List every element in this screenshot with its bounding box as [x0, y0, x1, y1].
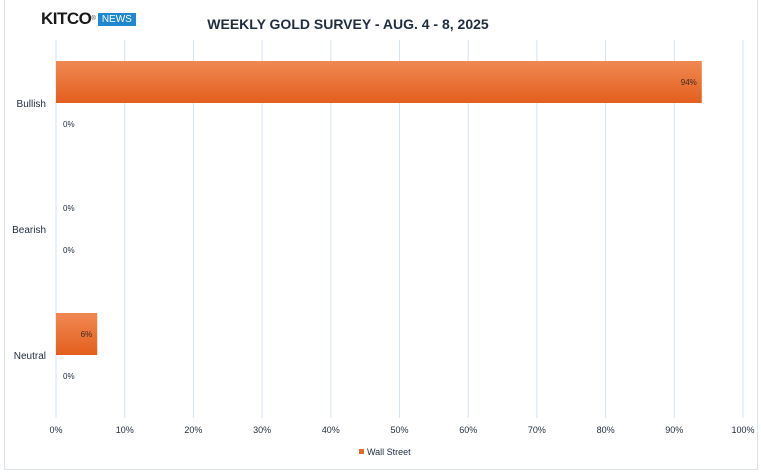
x-tick-label: 100%	[731, 425, 754, 435]
category-label: Bearish	[12, 225, 46, 236]
x-tick-label: 30%	[253, 425, 271, 435]
bar	[56, 61, 702, 103]
kitco-news-logo: KITCO ® NEWS	[41, 9, 136, 29]
registered-icon: ®	[91, 16, 96, 22]
bar	[56, 313, 98, 355]
chart-frame	[4, 0, 758, 470]
x-tick-label: 40%	[322, 425, 340, 435]
data-label: 94%	[681, 78, 697, 87]
x-tick-label: 50%	[390, 425, 408, 435]
data-label: 6%	[81, 330, 93, 339]
legend-label: Wall Street	[367, 447, 411, 457]
data-label: 0%	[63, 204, 75, 213]
logo-badge: NEWS	[97, 12, 136, 26]
legend-swatch	[359, 449, 364, 454]
data-label: 0%	[63, 372, 75, 381]
x-tick-label: 70%	[528, 425, 546, 435]
chart-title: WEEKLY GOLD SURVEY - AUG. 4 - 8, 2025	[207, 16, 489, 32]
category-label: Bullish	[17, 99, 46, 110]
data-label: 0%	[63, 120, 75, 129]
x-tick-label: 0%	[49, 425, 62, 435]
x-tick-label: 10%	[116, 425, 134, 435]
data-label: 0%	[63, 246, 75, 255]
logo-text: KITCO	[41, 9, 92, 28]
category-label: Neutral	[14, 351, 46, 362]
x-tick-label: 90%	[665, 425, 683, 435]
x-tick-label: 20%	[184, 425, 202, 435]
x-tick-label: 80%	[597, 425, 615, 435]
x-tick-label: 60%	[459, 425, 477, 435]
